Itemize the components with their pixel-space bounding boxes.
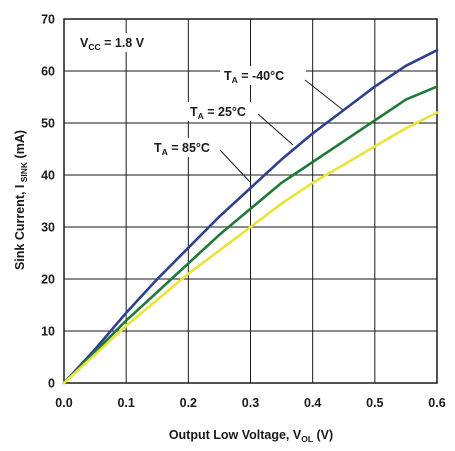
y-tick-label: 10: [41, 325, 55, 339]
series-label-25-bg: [186, 102, 264, 121]
y-tick-label: 70: [41, 13, 55, 27]
x-tick-label: 0.1: [117, 396, 134, 410]
series-label-minus40-text: TA = -40°C: [224, 69, 284, 85]
x-tick-label: 0.6: [428, 396, 445, 410]
y-tick-label: 20: [41, 273, 55, 287]
series-label-85: TA = 85°C: [150, 138, 228, 157]
y-tick-label: 60: [41, 65, 55, 79]
y-tick-labels: 0 10 20 30 40 50 60 70: [41, 13, 55, 391]
x-tick-label: 0.3: [242, 396, 259, 410]
series-label-85-text: TA = 85°C: [154, 141, 210, 157]
vcc-annotation-text: VCC = 1.8 V: [80, 36, 145, 52]
leader-line-85: [219, 149, 251, 183]
x-axis-title: Output Low Voltage, VOL (V): [169, 428, 333, 444]
series-label-minus40: TA = -40°C: [220, 66, 306, 85]
vcc-annotation-bg: [75, 33, 163, 52]
series-line-0: [62, 48, 439, 385]
series-label-25-text: TA = 25°C: [190, 105, 246, 121]
y-axis-title: Sink Current, I SINK (mA): [13, 130, 29, 270]
y-tick-label: 50: [41, 117, 55, 131]
y-tick-label: 40: [41, 169, 55, 183]
leader-line-25: [257, 113, 294, 146]
plot-frame: [63, 18, 438, 384]
x-tick-label: 0.5: [366, 396, 383, 410]
series-label-85-bg: [150, 138, 228, 157]
y-tick-label: 30: [41, 221, 55, 235]
series-label-25: TA = 25°C: [186, 102, 264, 121]
x-tick-label: 0.4: [304, 396, 321, 410]
x-tick-labels: 0.0 0.1 0.2 0.3 0.4 0.5 0.6: [55, 396, 445, 410]
series-label-minus40-bg: [220, 66, 306, 85]
leader-line-minus40: [304, 79, 344, 111]
series-line-2: [62, 111, 439, 385]
series-line-1: [62, 85, 439, 385]
vcc-annotation: VCC = 1.8 V: [75, 33, 163, 52]
y-tick-label: 0: [48, 377, 55, 391]
x-tick-label: 0.2: [180, 396, 197, 410]
series-lines: [62, 48, 439, 385]
x-tick-label: 0.0: [55, 396, 72, 410]
